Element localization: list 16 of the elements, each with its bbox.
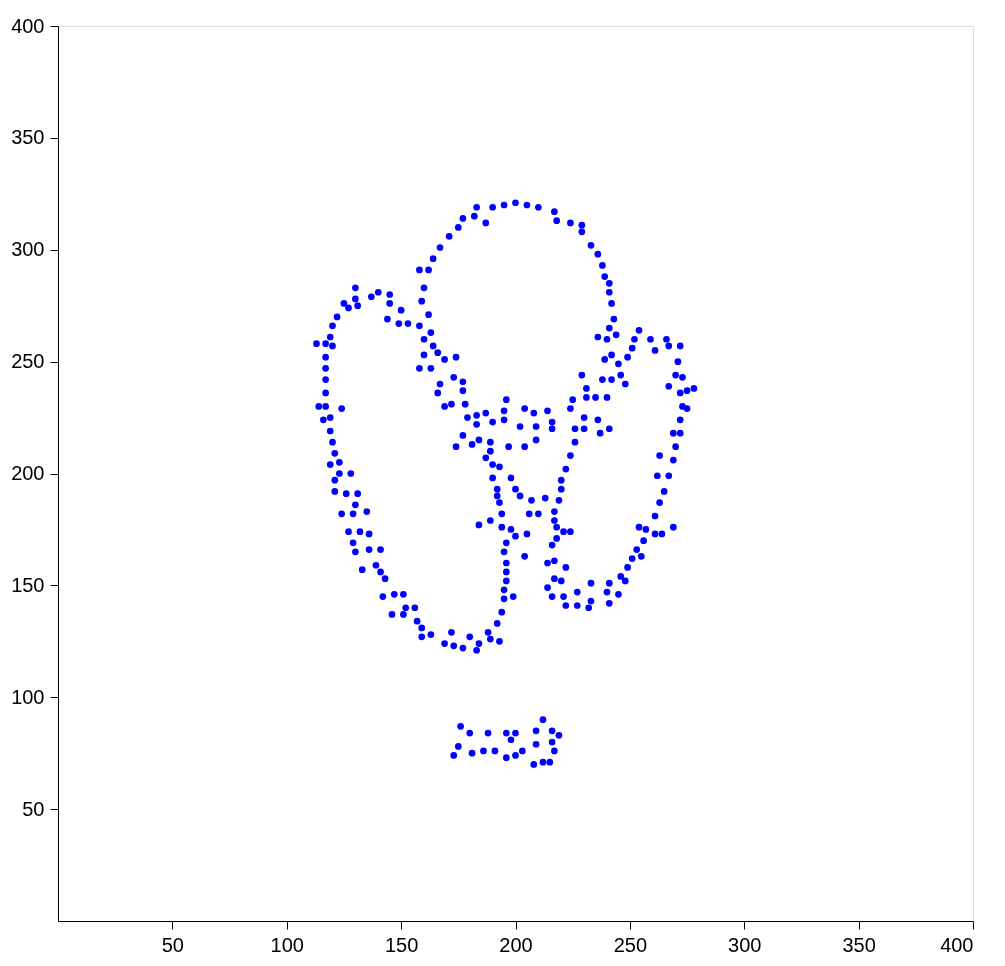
x-tick-label: 400: [940, 933, 974, 956]
x-tick-label: 200: [499, 933, 533, 956]
y-tick-label: 300: [11, 238, 45, 261]
x-tick-label: 250: [613, 933, 648, 956]
y-tick-label: 400: [11, 14, 45, 37]
y-tick-label: 100: [11, 685, 45, 708]
y-tick-label: 250: [11, 350, 45, 373]
y-tick-label: 50: [22, 797, 45, 820]
x-tick-label: 150: [384, 933, 419, 956]
x-tick-label: 100: [270, 933, 304, 956]
x-tick-label: 300: [728, 933, 762, 956]
y-tick-label: 350: [11, 126, 45, 149]
y-tick-label: 150: [11, 573, 45, 596]
x-tick-label: 50: [161, 933, 184, 956]
x-tick-label: 350: [842, 933, 876, 956]
y-tick-label: 200: [11, 462, 45, 484]
